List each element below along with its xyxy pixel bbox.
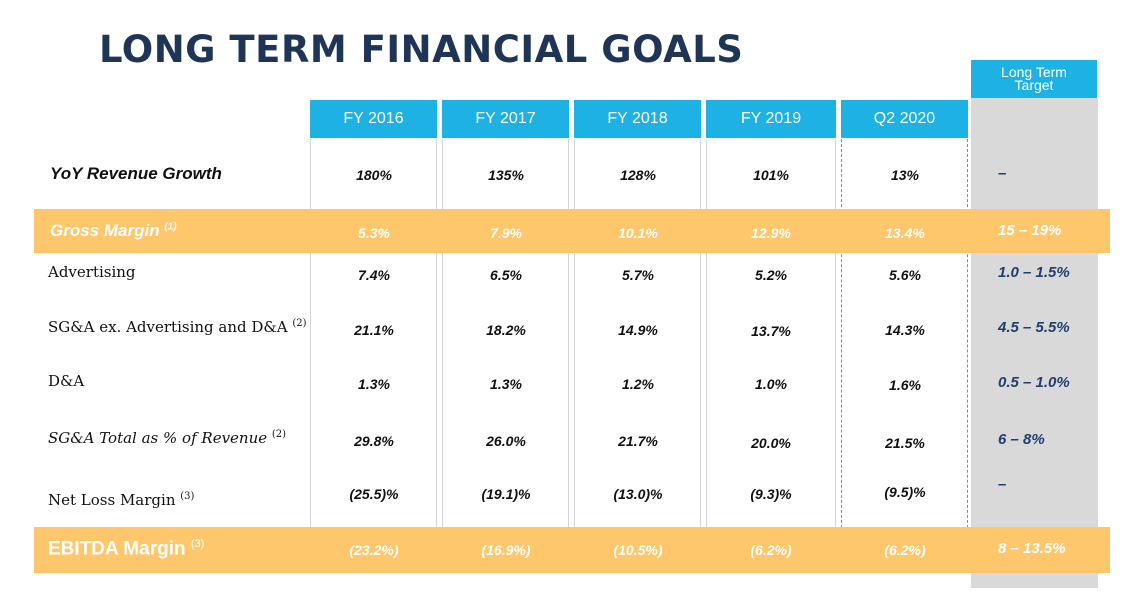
column-header-fy2018: FY 2018 <box>574 100 701 138</box>
target-sga-total: 6 – 8% <box>998 431 1045 448</box>
column-header-long-term-target: Long Term Target <box>971 60 1097 98</box>
cell-da-q22020: 1.6% <box>889 377 921 393</box>
page-title: LONG TERM FINANCIAL GOALS <box>99 28 744 71</box>
row-label-da: D&A <box>48 372 84 390</box>
cell-netloss-fy2017: (19.1)% <box>481 486 531 502</box>
target-gross-margin: 15 – 19% <box>998 222 1062 239</box>
row-label-sga-ex-advertising: SG&A ex. Advertising and D&A (2) <box>48 318 307 336</box>
cell-netloss-q22020: (9.5)% <box>884 484 926 500</box>
cell-sgatotal-fy2016: 29.8% <box>354 433 394 449</box>
cell-netloss-fy2016: (25.5)% <box>349 486 399 502</box>
column-header-fy2016: FY 2016 <box>310 100 437 138</box>
row-label-sga-total: SG&A Total as % of Revenue (2) <box>48 429 286 447</box>
row-label-gross-margin: Gross Margin (1) <box>50 221 177 241</box>
cell-sga-fy2019: 13.7% <box>751 323 791 339</box>
column-frame-q22020 <box>841 139 968 573</box>
cell-adv-fy2018: 5.7% <box>622 267 654 283</box>
row-label-text: D&A <box>48 372 85 390</box>
cell-yoy-fy2016: 180% <box>356 167 392 183</box>
footnote-marker: (1) <box>164 221 177 233</box>
row-label-ebitda-margin: EBITDA Margin (3) <box>48 538 204 560</box>
cell-netloss-fy2018: (13.0)% <box>613 486 663 502</box>
column-header-fy2017: FY 2017 <box>442 100 569 138</box>
cell-adv-fy2017: 6.5% <box>490 267 522 283</box>
cell-yoy-fy2019: 101% <box>753 167 789 183</box>
cell-sgatotal-q22020: 21.5% <box>885 435 925 451</box>
target-net-loss-margin: – <box>998 476 1007 493</box>
cell-sga-q22020: 14.3% <box>885 322 925 338</box>
footnote-marker: (2) <box>271 429 287 440</box>
ebitda-margin-band <box>34 527 1110 573</box>
row-label-text: EBITDA Margin <box>48 538 186 560</box>
cell-netloss-fy2019: (9.3)% <box>750 486 792 502</box>
cell-sgatotal-fy2019: 20.0% <box>751 435 791 451</box>
cell-ebitda-fy2016: (23.2%) <box>349 542 399 558</box>
target-header-line2: Target <box>1014 77 1054 93</box>
cell-yoy-fy2017: 135% <box>488 167 524 183</box>
column-frame-fy2017 <box>442 139 569 573</box>
cell-ebitda-q22020: (6.2%) <box>884 542 926 558</box>
target-yoy: – <box>998 165 1007 182</box>
row-label-text: Gross Margin <box>50 221 160 240</box>
column-frame-fy2016 <box>310 139 437 573</box>
row-label-text: Advertising <box>48 263 136 281</box>
cell-adv-fy2016: 7.4% <box>358 267 390 283</box>
cell-ebitda-fy2018: (10.5%) <box>613 542 663 558</box>
cell-adv-q22020: 5.6% <box>889 267 921 283</box>
cell-da-fy2017: 1.3% <box>490 376 522 392</box>
column-header-fy2019: FY 2019 <box>706 100 836 138</box>
target-ebitda-margin: 8 – 13.5% <box>998 540 1066 557</box>
target-column-background <box>971 98 1098 588</box>
cell-gross-fy2019: 12.9% <box>751 225 791 241</box>
row-label-text: SG&A Total as % of Revenue <box>48 429 268 447</box>
target-advertising: 1.0 – 1.5% <box>998 264 1070 281</box>
row-label-text: YoY Revenue Growth <box>50 164 222 183</box>
column-frame-fy2018 <box>574 139 701 573</box>
cell-gross-fy2016: 5.3% <box>358 225 390 241</box>
cell-yoy-q22020: 13% <box>890 167 920 183</box>
cell-gross-fy2017: 7.9% <box>490 225 522 241</box>
cell-da-fy2019: 1.0% <box>755 376 787 392</box>
row-label-net-loss-margin: Net Loss Margin (3) <box>48 491 194 509</box>
row-label-text: Net Loss Margin <box>48 491 176 509</box>
cell-ebitda-fy2017: (16.9%) <box>481 542 531 558</box>
cell-da-fy2018: 1.2% <box>622 376 654 392</box>
cell-gross-fy2018: 10.1% <box>618 225 658 241</box>
cell-sgatotal-fy2018: 21.7% <box>618 433 658 449</box>
cell-sgatotal-fy2017: 26.0% <box>486 433 526 449</box>
cell-sga-fy2017: 18.2% <box>486 322 526 338</box>
target-sga-ex-advertising: 4.5 – 5.5% <box>998 319 1070 336</box>
row-label-advertising: Advertising <box>48 263 136 281</box>
target-header-line1: Long Term <box>1001 64 1067 80</box>
cell-sga-fy2018: 14.9% <box>618 322 658 338</box>
target-da: 0.5 – 1.0% <box>998 374 1070 391</box>
cell-adv-fy2019: 5.2% <box>755 267 787 283</box>
cell-ebitda-fy2019: (6.2%) <box>750 542 792 558</box>
cell-sga-fy2016: 21.1% <box>354 322 394 338</box>
footnote-marker: (3) <box>190 538 205 550</box>
footnote-marker: (2) <box>292 318 307 329</box>
row-label-text: SG&A ex. Advertising and D&A <box>48 318 288 336</box>
row-label-yoy-revenue-growth: YoY Revenue Growth <box>50 164 222 184</box>
column-header-q22020: Q2 2020 <box>841 100 968 138</box>
cell-da-fy2016: 1.3% <box>358 376 390 392</box>
cell-gross-q22020: 13.4% <box>885 225 925 241</box>
column-frame-fy2019 <box>706 139 836 573</box>
gross-margin-band <box>34 209 1110 253</box>
footnote-marker: (3) <box>180 491 195 502</box>
cell-yoy-fy2018: 128% <box>620 167 656 183</box>
